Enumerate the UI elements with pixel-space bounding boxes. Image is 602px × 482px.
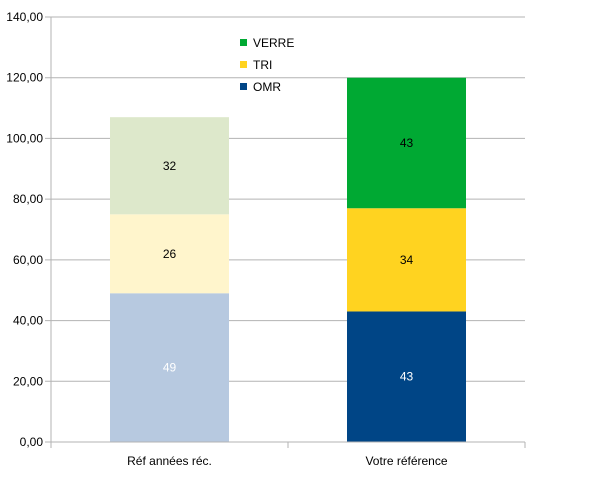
legend-label: TRI (253, 58, 272, 72)
legend-swatch (240, 39, 247, 46)
legend: VERRE TRI OMR (240, 36, 294, 94)
legend-label: OMR (253, 80, 281, 94)
y-tick-label: 140,00 (6, 10, 43, 24)
bar-segment-omr (110, 293, 229, 442)
bar-segment-verre (110, 117, 229, 215)
bar-segment-tri (347, 208, 466, 312)
data-label: 32 (163, 159, 177, 173)
legend-swatch (240, 61, 247, 68)
x-tick-label: Votre référence (365, 454, 447, 468)
data-label: 43 (400, 136, 414, 150)
x-axis: Réf années réc. Votre référence (50, 441, 526, 468)
y-tick-label: 100,00 (6, 131, 43, 145)
y-tick-label: 120,00 (6, 71, 43, 85)
y-tick-label: 40,00 (13, 314, 43, 328)
bar-segment-omr (347, 311, 466, 442)
y-tick-label: 20,00 (13, 374, 43, 388)
bar-segment-tri (110, 214, 229, 294)
bars: 49 26 32 43 34 43 (110, 77, 466, 442)
y-tick-label: 0,00 (20, 435, 44, 449)
data-label: 34 (400, 253, 414, 267)
data-label: 26 (163, 247, 177, 261)
data-label: 49 (163, 361, 177, 375)
y-tick-label: 60,00 (13, 253, 43, 267)
x-tick-label: Réf années réc. (127, 454, 212, 468)
y-axis: 0,00 20,00 40,00 60,00 80,00 100,00 120,00 140,… (6, 10, 52, 449)
legend-swatch (240, 83, 247, 90)
data-label: 43 (400, 370, 414, 384)
y-tick-label: 80,00 (13, 192, 43, 206)
bar-segment-verre (347, 77, 466, 209)
legend-label: VERRE (253, 36, 294, 50)
